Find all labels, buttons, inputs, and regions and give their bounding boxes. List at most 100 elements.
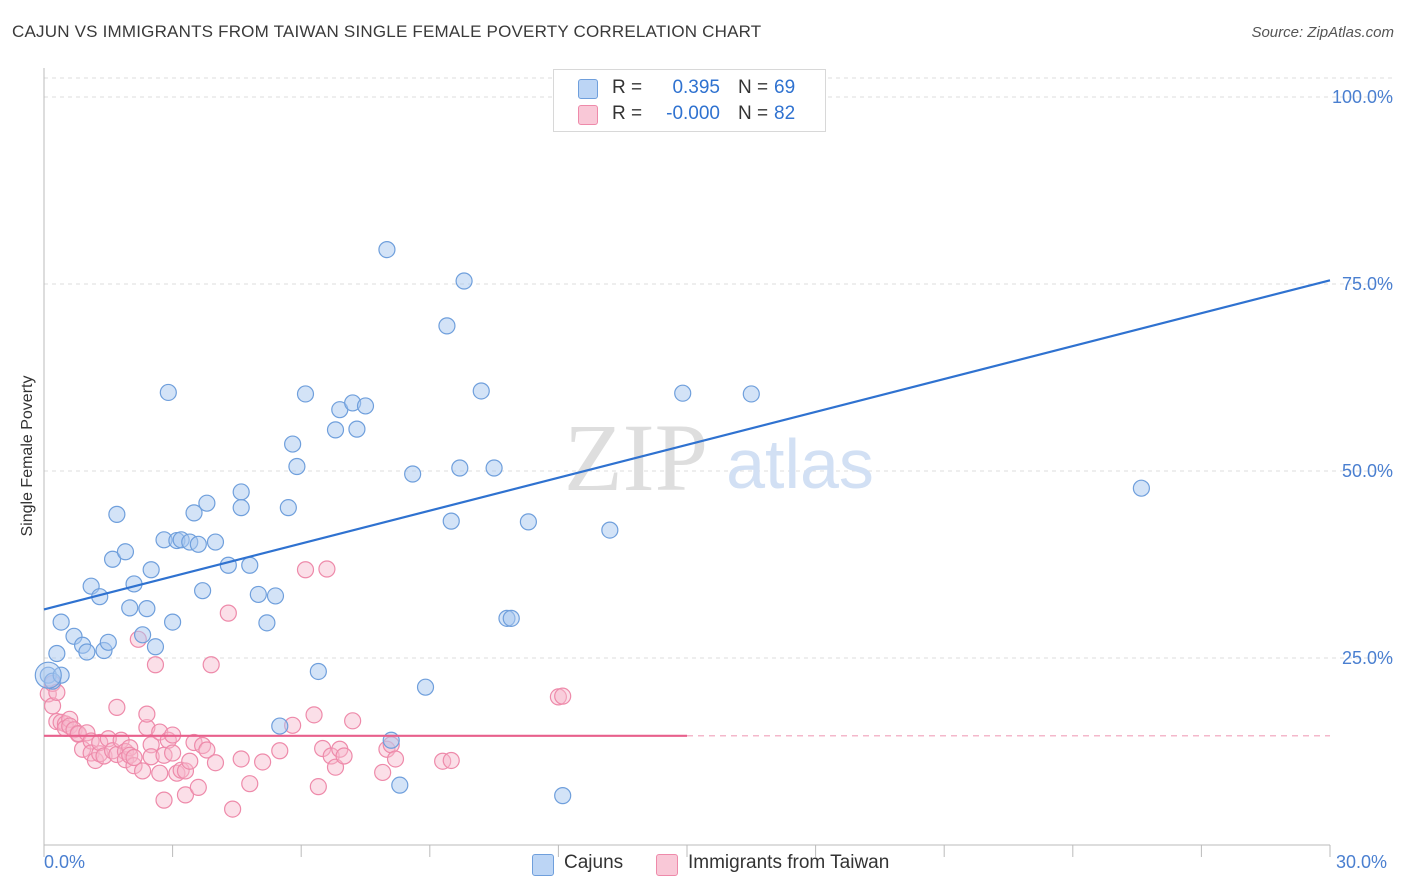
- data-point-taiwan: [82, 732, 100, 750]
- data-point-taiwan: [133, 762, 152, 780]
- legend-r-label: R =: [612, 77, 643, 98]
- data-point-cajun: [442, 512, 460, 530]
- y-tick-label: 100.0%: [1332, 87, 1393, 107]
- data-point-cajun: [164, 613, 182, 631]
- data-point-taiwan: [232, 750, 250, 768]
- data-point-cajun: [519, 513, 537, 531]
- data-point-taiwan: [374, 763, 392, 782]
- data-point-cajun: [472, 382, 490, 400]
- x-tick-min: 0.0%: [44, 852, 86, 872]
- data-point-cajun: [391, 776, 409, 794]
- data-point-cajun: [52, 613, 70, 631]
- data-point-cajun: [48, 644, 66, 663]
- bottom-legend-swatch-blue: [532, 854, 554, 876]
- data-point-taiwan: [318, 560, 336, 578]
- data-point-taiwan: [305, 706, 323, 724]
- correlation-legend: R = 0.395 N = 69 R = -0.000 N = 82: [553, 69, 826, 132]
- y-tick-labels: 25.0% 50.0% 75.0% 100.0%: [1332, 87, 1393, 668]
- data-point-cajun: [159, 383, 177, 402]
- data-point-cajun: [185, 504, 203, 522]
- axes: [43, 68, 1331, 857]
- data-point-cajun: [309, 662, 327, 681]
- legend-n-value: 69: [774, 77, 796, 98]
- data-point-cajun: [554, 787, 572, 805]
- bottom-legend-label: Immigrants from Taiwan: [688, 852, 890, 873]
- data-point-cajun: [99, 633, 117, 651]
- data-point-cajun: [438, 317, 456, 335]
- data-point-cajun: [232, 483, 250, 501]
- data-point-taiwan: [69, 724, 87, 743]
- data-point-cajun: [232, 499, 250, 517]
- data-point-taiwan: [91, 733, 109, 752]
- data-point-taiwan: [181, 752, 199, 770]
- data-point-cajun: [284, 435, 302, 453]
- data-point-cajun: [378, 240, 396, 259]
- trend-lines: [43, 279, 1331, 737]
- data-point-cajun: [138, 600, 156, 618]
- data-point-cajun: [198, 494, 216, 512]
- data-point-taiwan: [138, 705, 156, 723]
- data-point-cajun: [34, 661, 62, 689]
- data-point-taiwan: [554, 687, 572, 705]
- legend-n-label: N =: [738, 77, 769, 98]
- data-point-taiwan: [176, 762, 195, 780]
- data-point-cajun: [382, 731, 400, 749]
- legend-n-label: N =: [738, 103, 769, 124]
- data-point-taiwan: [254, 753, 272, 771]
- data-point-taiwan: [344, 712, 362, 730]
- taiwan-points: [39, 560, 572, 818]
- source-credit: Source: ZipAtlas.com: [1251, 24, 1394, 41]
- data-point-cajun: [742, 385, 760, 403]
- legend-n-value: 82: [774, 103, 796, 124]
- data-point-cajun: [356, 397, 375, 415]
- data-point-taiwan: [146, 656, 165, 674]
- data-point-cajun: [241, 556, 259, 574]
- legend-swatch-pink: [578, 105, 598, 125]
- x-tick-max: 30.0%: [1336, 852, 1388, 872]
- data-point-taiwan: [442, 751, 460, 770]
- data-point-cajun: [271, 717, 289, 735]
- y-axis-label: Single Female Poverty: [19, 375, 36, 537]
- data-point-taiwan: [95, 747, 113, 765]
- data-point-cajun: [601, 521, 619, 539]
- data-point-taiwan: [241, 775, 259, 793]
- data-point-cajun: [189, 535, 207, 553]
- data-point-cajun: [288, 457, 306, 476]
- legend-r-value: -0.000: [666, 103, 720, 124]
- data-point-cajun: [1132, 479, 1150, 497]
- data-point-cajun: [416, 678, 435, 696]
- data-point-taiwan: [322, 747, 340, 765]
- data-point-cajun: [674, 384, 692, 402]
- data-point-taiwan: [309, 778, 327, 796]
- data-point-cajun: [142, 561, 160, 579]
- data-point-cajun: [326, 421, 345, 439]
- data-point-cajun: [78, 643, 96, 661]
- data-point-cajun: [116, 543, 135, 561]
- data-point-taiwan: [142, 748, 160, 766]
- data-point-taiwan: [206, 754, 225, 772]
- data-point-cajun: [404, 465, 422, 483]
- data-point-cajun: [258, 614, 276, 632]
- data-point-cajun: [121, 599, 139, 617]
- watermark-atlas: atlas: [726, 425, 874, 503]
- data-point-cajun: [279, 499, 297, 517]
- data-point-taiwan: [176, 786, 195, 804]
- data-point-taiwan: [434, 752, 452, 770]
- chart-title: CAJUN VS IMMIGRANTS FROM TAIWAN SINGLE F…: [12, 22, 762, 41]
- data-point-taiwan: [219, 604, 237, 622]
- bottom-legend-label: Cajuns: [564, 852, 624, 873]
- legend-row-taiwan: R = -0.000 N = 82: [554, 101, 825, 127]
- data-point-cajun: [348, 420, 366, 438]
- legend-r-value: 0.395: [672, 77, 720, 98]
- data-point-cajun: [146, 638, 165, 656]
- data-point-taiwan: [202, 656, 220, 674]
- bottom-legend-swatch-pink: [656, 854, 678, 876]
- data-point-taiwan: [61, 710, 79, 728]
- data-point-cajun: [502, 609, 520, 627]
- data-point-taiwan: [189, 778, 207, 797]
- data-point-cajun: [108, 505, 126, 523]
- data-point-taiwan: [296, 561, 315, 579]
- data-point-taiwan: [125, 748, 143, 767]
- legend-row-cajuns: R = 0.395 N = 69: [554, 75, 825, 101]
